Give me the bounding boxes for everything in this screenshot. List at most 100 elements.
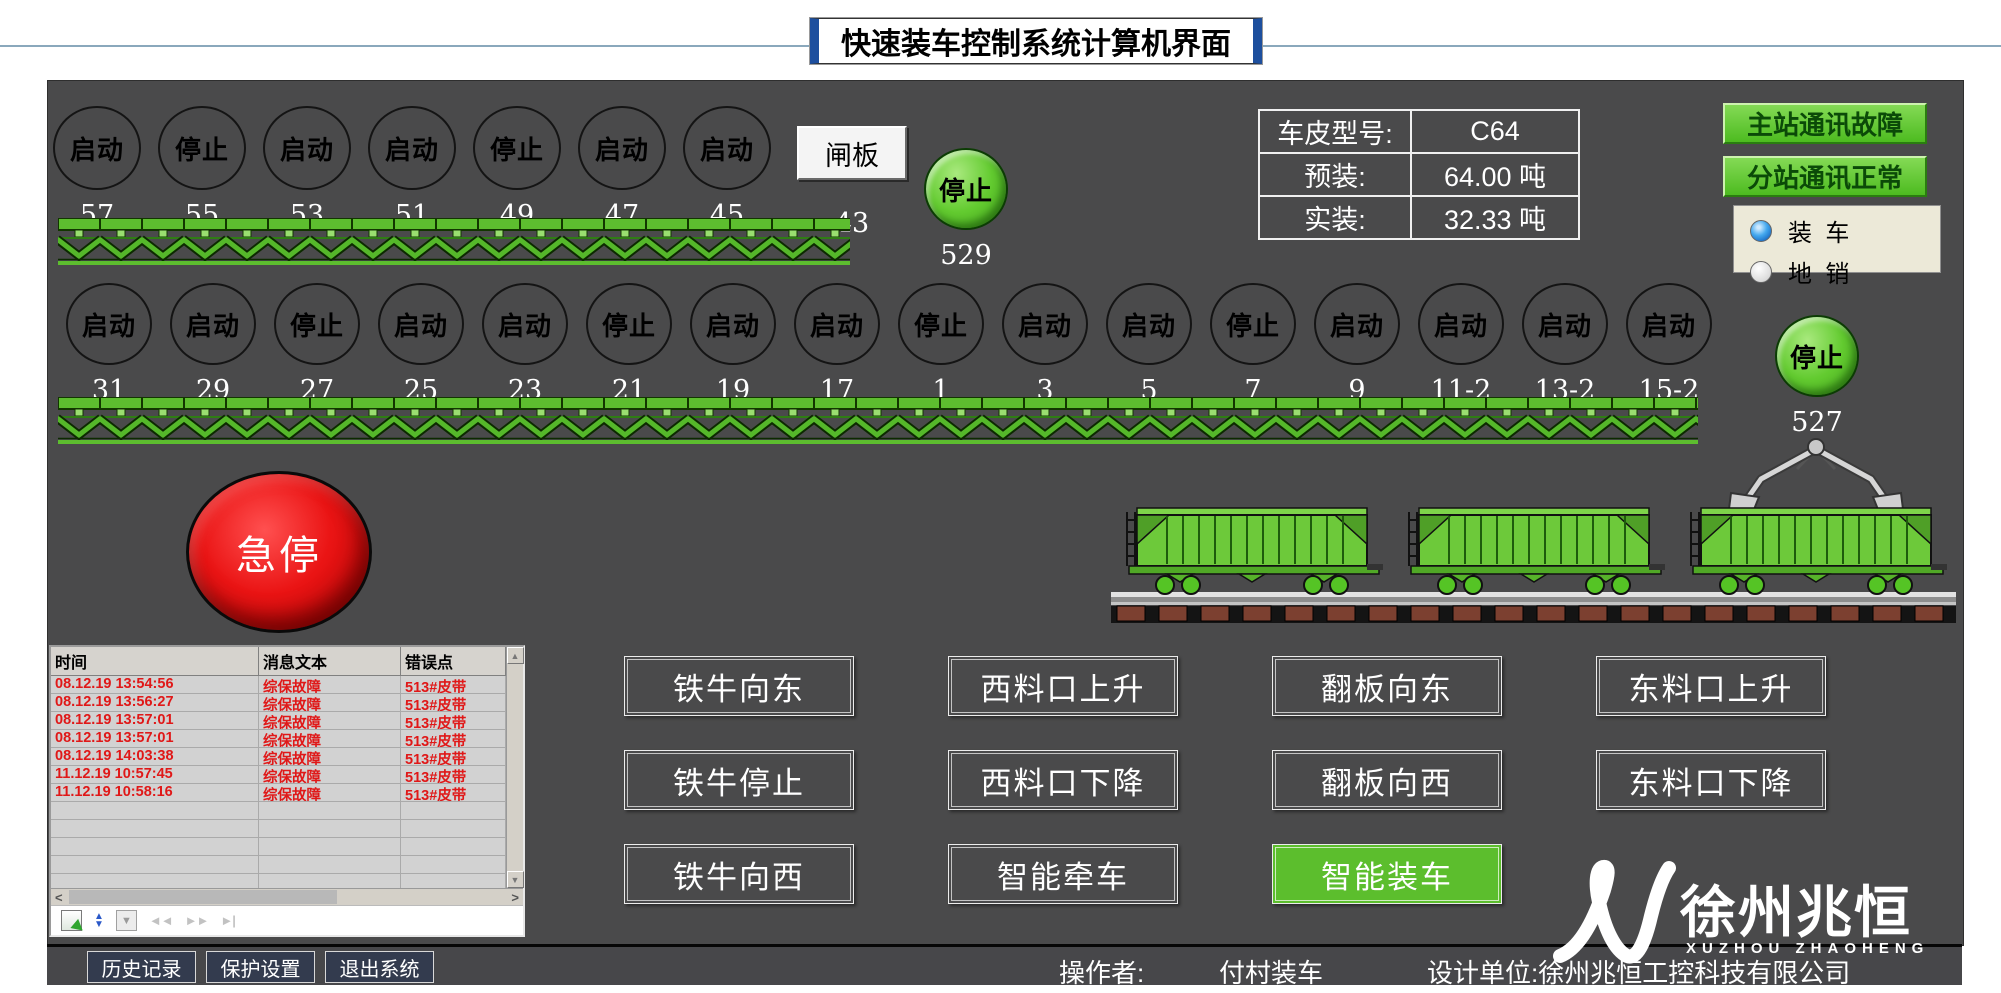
alarm-time: 08.12.19 13:56:27 xyxy=(51,694,259,711)
belt-lamp-button[interactable]: 启动 xyxy=(53,106,141,190)
west-chute-up-button[interactable]: 西料口上升 xyxy=(948,656,1178,716)
belt-lamp-button[interactable]: 启动 xyxy=(368,106,456,190)
smart-tow-button[interactable]: 智能牵车 xyxy=(948,844,1178,904)
belt-control: 启动 23 xyxy=(482,283,568,406)
mode-option-loading[interactable]: 装 车 xyxy=(1750,213,1940,248)
mode-label: 地 销 xyxy=(1788,261,1850,288)
belt-lamp-button[interactable]: 启动 xyxy=(1002,283,1088,365)
iron-bull-east-button[interactable]: 铁牛向东 xyxy=(624,656,854,716)
horizontal-scrollbar[interactable]: < > xyxy=(51,888,523,905)
belt-number: 529 xyxy=(940,240,992,271)
protection-settings-button[interactable]: 保护设置 xyxy=(206,951,315,983)
stop-lamp-button[interactable]: 停止 xyxy=(1775,315,1859,397)
alarm-log-row xyxy=(51,856,506,874)
scroll-right-icon[interactable]: > xyxy=(511,889,519,905)
alarm-message: 综保故障 xyxy=(259,694,401,711)
stop-lamp-529: 停止 529 xyxy=(921,148,1011,271)
belt-lamp-button[interactable]: 启动 xyxy=(1106,283,1192,365)
footer-bar: 历史记录 保护设置 退出系统 操作者: 付村装车 设计单位:徐州兆恒工控科技有限公司 xyxy=(47,944,1962,988)
belt-control: 启动 47 xyxy=(578,106,666,231)
download-icon[interactable] xyxy=(115,910,137,931)
sort-icon[interactable] xyxy=(94,913,104,929)
alarm-time xyxy=(51,874,259,888)
belt-control: 启动 31 xyxy=(66,283,152,406)
belt-lamp-button[interactable]: 启动 xyxy=(1314,283,1400,365)
alarm-point xyxy=(401,820,506,837)
belt-control: 启动 17 xyxy=(794,283,880,406)
belt-lamp-button[interactable]: 停止 xyxy=(1210,283,1296,365)
belt-row-2: 启动 31 启动 29 停止 27 启动 25 启动 23 停止 21 xyxy=(66,283,1712,406)
alarm-time: 11.12.19 10:57:45 xyxy=(51,766,259,783)
belt-lamp-button[interactable]: 启动 xyxy=(690,283,776,365)
alarm-time: 08.12.19 13:54:56 xyxy=(51,676,259,693)
belt-lamp-button[interactable]: 启动 xyxy=(482,283,568,365)
east-chute-up-button[interactable]: 东料口上升 xyxy=(1596,656,1826,716)
gate-button[interactable]: 闸板 xyxy=(797,126,907,180)
flap-west-button[interactable]: 翻板向西 xyxy=(1272,750,1502,810)
scroll-up-icon[interactable]: ▲ xyxy=(506,647,524,664)
mode-radio-group: 装 车 地 销 xyxy=(1733,205,1941,288)
belt-lamp-button[interactable]: 启动 xyxy=(578,106,666,190)
alarm-time: 08.12.19 13:57:01 xyxy=(51,712,259,729)
belt-lamp-button[interactable]: 启动 xyxy=(683,106,771,190)
info-label: 车皮型号: xyxy=(1259,110,1411,153)
east-chute-down-button[interactable]: 东料口下降 xyxy=(1596,750,1826,810)
belt-lamp-button[interactable]: 启动 xyxy=(1418,283,1504,365)
belt-lamp-button[interactable]: 停止 xyxy=(274,283,360,365)
forward-icon[interactable] xyxy=(185,913,209,928)
alarm-log-row: 08.12.19 13:56:27 综保故障 513#皮带 xyxy=(51,694,506,712)
alarm-log-row: 08.12.19 13:54:56 综保故障 513#皮带 xyxy=(51,676,506,694)
alarm-time: 08.12.19 13:57:01 xyxy=(51,730,259,747)
belt-lamp-button[interactable]: 停止 xyxy=(158,106,246,190)
mode-option-ground-sale[interactable]: 地 销 xyxy=(1750,254,1940,289)
scroll-down-icon[interactable]: ▼ xyxy=(506,871,524,888)
stop-lamp-button[interactable]: 停止 xyxy=(924,148,1008,230)
alarm-message xyxy=(259,856,401,873)
alarm-message: 综保故障 xyxy=(259,748,401,765)
alarm-message xyxy=(259,838,401,855)
belt-lamp-button[interactable]: 启动 xyxy=(794,283,880,365)
alarm-point: 513#皮带 xyxy=(401,676,506,693)
belt-lamp-button[interactable]: 启动 xyxy=(1522,283,1608,365)
belt-lamp-button[interactable]: 启动 xyxy=(170,283,256,365)
alarm-log-row: 08.12.19 14:03:38 综保故障 513#皮带 xyxy=(51,748,506,766)
belt-lamp-button[interactable]: 停止 xyxy=(898,283,984,365)
belt-lamp-button[interactable]: 启动 xyxy=(378,283,464,365)
designer-credit: 设计单位:徐州兆恒工控科技有限公司 xyxy=(1427,958,1851,988)
alarm-log-row: 08.12.19 13:57:01 综保故障 513#皮带 xyxy=(51,730,506,748)
alarm-point: 513#皮带 xyxy=(401,694,506,711)
seek-end-icon[interactable] xyxy=(220,913,235,928)
belt-lamp-button[interactable]: 启动 xyxy=(263,106,351,190)
iron-bull-west-button[interactable]: 铁牛向西 xyxy=(624,844,854,904)
train-graphic xyxy=(1111,507,1956,623)
belt-lamp-button[interactable]: 启动 xyxy=(1626,283,1712,365)
alarm-message xyxy=(259,820,401,837)
rewind-icon[interactable] xyxy=(149,913,173,928)
vertical-scrollbar[interactable]: ▲ ▼ xyxy=(506,647,524,888)
belt-lamp-button[interactable]: 停止 xyxy=(586,283,672,365)
exit-system-button[interactable]: 退出系统 xyxy=(325,951,434,983)
flap-east-button[interactable]: 翻板向东 xyxy=(1272,656,1502,716)
emergency-stop-button[interactable]: 急停 xyxy=(186,471,372,633)
operator-label: 操作者: xyxy=(1059,958,1145,988)
operator-value: 付村装车 xyxy=(1219,958,1324,988)
info-label: 实装: xyxy=(1259,196,1411,239)
belt-control: 停止 7 xyxy=(1210,283,1296,406)
export-icon[interactable] xyxy=(61,910,82,931)
scroll-left-icon[interactable]: < xyxy=(55,889,63,905)
alarm-log-row: 11.12.19 10:57:45 综保故障 513#皮带 xyxy=(51,766,506,784)
history-button[interactable]: 历史记录 xyxy=(87,951,196,983)
smart-load-button[interactable]: 智能装车 xyxy=(1272,844,1502,904)
master-comm-status-lamp: 主站通讯故障 xyxy=(1723,103,1927,144)
belt-lamp-button[interactable]: 停止 xyxy=(473,106,561,190)
radio-icon xyxy=(1750,219,1772,242)
belt-control: 启动 25 xyxy=(378,283,464,406)
belt-lamp-button[interactable]: 启动 xyxy=(66,283,152,365)
scrollbar-thumb[interactable] xyxy=(69,890,337,904)
iron-bull-stop-button[interactable]: 铁牛停止 xyxy=(624,750,854,810)
belt-control: 启动 51 xyxy=(368,106,456,231)
west-chute-down-button[interactable]: 西料口下降 xyxy=(948,750,1178,810)
alarm-time xyxy=(51,802,259,819)
belt-control: 停止 21 xyxy=(586,283,672,406)
